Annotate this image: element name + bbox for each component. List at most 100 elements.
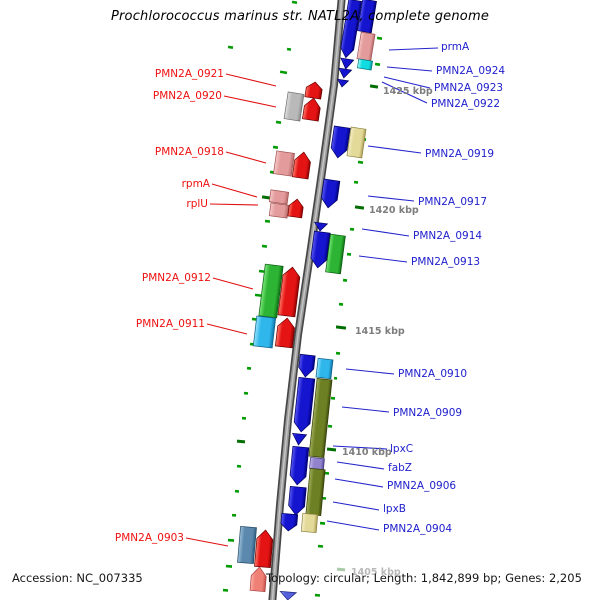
callout-line — [334, 478, 384, 488]
gene-glyph[interactable] — [280, 512, 299, 532]
callout-line — [332, 445, 388, 450]
gene-label[interactable]: rplU — [186, 198, 208, 210]
gene-label[interactable]: PMN2A_0909 — [393, 407, 462, 419]
gene-label[interactable]: PMN2A_0904 — [383, 523, 452, 535]
gene-label[interactable]: PMN2A_0917 — [418, 196, 487, 208]
gene-glyph[interactable] — [300, 512, 319, 534]
page-title: Prochlorococcus marinus str. NATL2A, com… — [110, 9, 490, 24]
gene-glyph[interactable] — [337, 67, 353, 79]
gene-glyph[interactable] — [313, 221, 329, 232]
gene-glyph[interactable] — [302, 97, 321, 122]
callout-line — [332, 501, 380, 511]
gene-glyph[interactable] — [274, 317, 295, 349]
gene-glyph[interactable] — [305, 468, 326, 516]
gene-glyph[interactable] — [254, 529, 274, 568]
gene-glyph[interactable] — [237, 526, 257, 564]
gene-label[interactable]: PMN2A_0923 — [434, 82, 503, 94]
kbp-marker-label: 1415 kbp — [355, 326, 405, 337]
ruler-tick — [236, 464, 242, 468]
ruler-tick — [357, 160, 364, 164]
kbp-marker-label: 1410 kbp — [342, 447, 392, 458]
ruler-tick — [353, 180, 359, 184]
gene-glyph[interactable] — [304, 81, 323, 100]
gene-label[interactable]: PMN2A_0913 — [411, 256, 480, 268]
ruler-tick — [346, 252, 352, 256]
gene-glyph[interactable] — [320, 178, 341, 209]
ruler-tick — [324, 471, 330, 475]
kbp-marker-dash — [335, 325, 347, 330]
gene-glyph[interactable] — [258, 263, 284, 319]
gene-glyph[interactable] — [273, 150, 295, 177]
gene-label[interactable]: PMN2A_0903 — [115, 532, 184, 544]
callout-line — [388, 47, 439, 51]
callout-line — [358, 255, 408, 263]
gene-glyph[interactable] — [249, 566, 267, 592]
gene-label[interactable]: PMN2A_0919 — [425, 148, 494, 160]
ruler-tick — [330, 396, 336, 400]
callout-line — [367, 145, 422, 154]
ruler-tick — [272, 145, 279, 149]
gene-glyph[interactable] — [356, 31, 376, 62]
ruler-tick — [376, 36, 383, 40]
gene-glyph[interactable] — [346, 126, 367, 159]
ruler-tick — [222, 588, 229, 592]
ruler-tick — [374, 62, 381, 66]
ruler-tick — [261, 195, 272, 200]
callout-line — [336, 461, 385, 470]
gene-glyph[interactable] — [325, 233, 346, 275]
kbp-marker-dash — [354, 205, 365, 210]
gene-glyph[interactable] — [279, 590, 298, 600]
gene-label[interactable]: rpmA — [182, 178, 211, 190]
ruler-tick — [236, 439, 246, 444]
gene-label[interactable]: PMN2A_0924 — [436, 65, 505, 77]
callout-line — [223, 95, 277, 108]
gene-glyph[interactable] — [339, 57, 355, 70]
ruler-tick — [258, 269, 265, 273]
gene-label[interactable]: PMN2A_0910 — [398, 368, 467, 380]
gene-label[interactable]: PMN2A_0921 — [155, 68, 224, 80]
gene-glyph[interactable] — [268, 202, 290, 219]
gene-label[interactable]: fabZ — [388, 462, 412, 474]
ruler-tick — [342, 278, 348, 282]
gene-glyph[interactable] — [277, 266, 301, 318]
gene-label[interactable]: PMN2A_0918 — [155, 146, 224, 158]
gene-glyph[interactable] — [289, 445, 310, 486]
ruler-tick — [231, 513, 237, 517]
gene-glyph[interactable] — [330, 125, 351, 159]
ruler-tick — [234, 489, 240, 493]
gene-glyph[interactable] — [287, 198, 304, 219]
gene-label[interactable]: lpxB — [383, 503, 406, 515]
ruler-tick — [333, 376, 338, 380]
gene-glyph[interactable] — [291, 151, 312, 180]
gene-label[interactable]: PMN2A_0911 — [136, 318, 205, 330]
gene-glyph[interactable] — [288, 485, 307, 516]
kbp-marker-dash — [336, 567, 346, 572]
ruler-tick — [291, 0, 298, 5]
footer-topology: Topology: circular; Length: 1,842,899 bp… — [266, 571, 582, 585]
gene-label[interactable]: PMN2A_0914 — [413, 230, 482, 242]
ruler-tick — [321, 496, 327, 500]
gene-glyph[interactable] — [283, 91, 305, 122]
gene-label[interactable]: PMN2A_0920 — [153, 90, 222, 102]
gene-glyph[interactable] — [336, 78, 350, 88]
ruler-tick — [279, 70, 288, 75]
gene-label[interactable]: lpxC — [390, 443, 413, 455]
gene-glyph[interactable] — [309, 456, 325, 471]
gene-label[interactable]: prmA — [441, 41, 470, 53]
gene-label[interactable]: PMN2A_0922 — [431, 98, 500, 110]
gene-glyph[interactable] — [339, 0, 363, 59]
gene-glyph[interactable] — [308, 378, 333, 458]
gene-glyph[interactable] — [291, 432, 308, 446]
gene-label[interactable]: PMN2A_0906 — [387, 480, 456, 492]
ruler-tick — [241, 416, 247, 420]
gene-glyph[interactable] — [252, 315, 277, 349]
gene-glyph[interactable] — [268, 189, 290, 205]
gene-glyph[interactable] — [310, 230, 331, 269]
gene-glyph[interactable] — [356, 58, 374, 71]
gene-glyph[interactable] — [357, 0, 377, 34]
gene-label[interactable]: PMN2A_0912 — [142, 272, 211, 284]
gene-glyph[interactable] — [293, 376, 316, 433]
gene-glyph[interactable] — [315, 357, 334, 380]
gene-glyph[interactable] — [298, 353, 316, 378]
